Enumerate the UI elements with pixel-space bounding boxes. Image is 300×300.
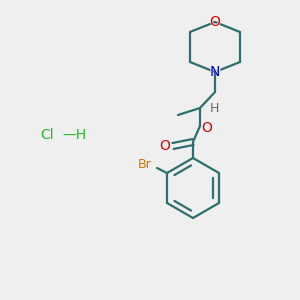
- Text: O: O: [202, 121, 212, 135]
- Text: H: H: [208, 102, 220, 116]
- Text: H: H: [209, 103, 219, 116]
- Text: O: O: [208, 14, 221, 29]
- Text: O: O: [210, 15, 220, 29]
- Text: Br: Br: [136, 158, 154, 172]
- Text: —H: —H: [62, 128, 86, 142]
- Text: Br: Br: [138, 158, 152, 172]
- Text: O: O: [160, 139, 170, 153]
- Text: Cl: Cl: [40, 128, 54, 142]
- Text: N: N: [208, 64, 221, 80]
- Text: O: O: [158, 139, 172, 154]
- Text: O: O: [200, 121, 214, 136]
- Text: N: N: [210, 65, 220, 79]
